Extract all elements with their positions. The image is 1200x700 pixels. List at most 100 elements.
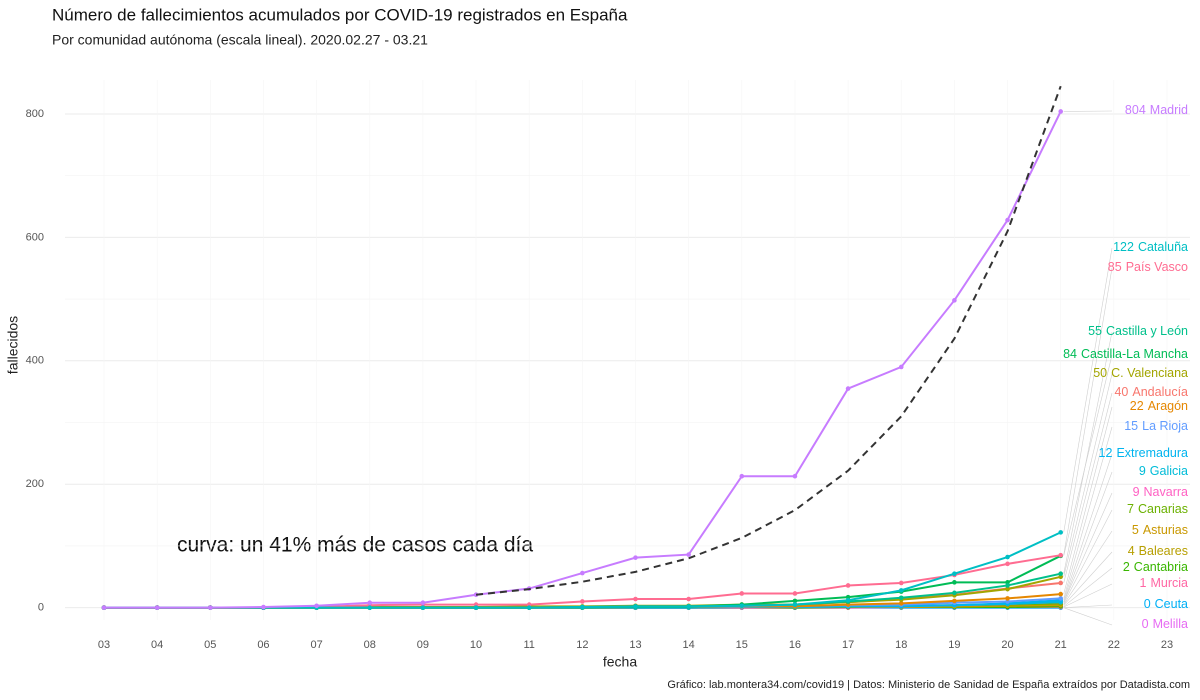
series-label-name: Asturias [1143, 523, 1188, 537]
chart-title: Número de fallecimientos acumulados por … [52, 5, 628, 24]
leader-line [1063, 267, 1113, 556]
data-point [739, 603, 745, 609]
series-label: 804 Madrid [1125, 103, 1188, 117]
data-point [686, 552, 691, 557]
leader-line [1063, 373, 1113, 577]
leader-line [1063, 567, 1113, 607]
data-point [1005, 583, 1010, 588]
series-label: 5 Asturias [1132, 523, 1188, 537]
data-point [261, 604, 266, 610]
series-label: 1 Murcia [1140, 576, 1189, 590]
data-point [1005, 586, 1010, 592]
data-point [845, 583, 851, 588]
data-point [686, 604, 691, 609]
series-label: 84 Castilla-La Mancha [1063, 347, 1188, 361]
series-label-value: 4 [1128, 544, 1135, 558]
data-point [739, 591, 745, 596]
leader-line [1063, 354, 1113, 556]
series-label: 55 Castilla y León [1088, 324, 1188, 338]
data-point [792, 602, 798, 607]
data-point [952, 590, 957, 596]
series-label-value: 0 [1144, 597, 1151, 611]
x-axis-label: fecha [603, 654, 637, 670]
data-point [208, 605, 213, 610]
series-label-value: 9 [1139, 464, 1146, 478]
trend-curve [475, 85, 1062, 596]
data-point [1058, 552, 1063, 558]
leader-line [1063, 583, 1113, 608]
series-label-value: 7 [1127, 502, 1134, 516]
data-point [1005, 554, 1010, 560]
leader-line [1063, 604, 1113, 608]
x-tick-label: 15 [736, 639, 748, 651]
data-point [1058, 591, 1063, 597]
data-point [952, 580, 957, 585]
series-label: 0 Melilla [1142, 617, 1188, 631]
series-label-name: Ceuta [1155, 597, 1188, 611]
series-label-value: 9 [1133, 485, 1140, 499]
data-point [420, 600, 426, 606]
series-label: 7 Canarias [1127, 502, 1188, 516]
series-label-name: Extremadura [1116, 446, 1188, 460]
data-point [952, 598, 957, 604]
data-point [686, 596, 691, 602]
x-tick-label: 12 [576, 639, 588, 651]
data-point [1058, 596, 1063, 601]
series-label-value: 5 [1132, 523, 1139, 537]
series-label: 15 La Rioja [1124, 419, 1188, 433]
data-point [580, 599, 585, 604]
series-label: 12 Extremadura [1099, 446, 1189, 460]
series-label-value: 22 [1130, 399, 1144, 413]
leader-line [1063, 607, 1113, 626]
x-tick-label: 20 [1001, 639, 1013, 651]
series-label-value: 40 [1114, 385, 1128, 399]
series-label-value: 50 [1093, 366, 1107, 380]
series-label-name: Baleares [1139, 544, 1188, 558]
x-tick-label: 18 [895, 639, 907, 651]
x-tick-label: 05 [204, 639, 216, 651]
data-point [898, 595, 904, 601]
series-label-name: País Vasco [1126, 260, 1188, 274]
series-label-name: C. Valenciana [1111, 366, 1188, 380]
chart-subtitle: Por comunidad autónoma (escala lineal). … [52, 32, 428, 48]
x-tick-label: 16 [789, 639, 801, 651]
series-label-name: Melilla [1153, 617, 1188, 631]
x-tick-label: 04 [151, 639, 163, 651]
data-point [952, 298, 957, 303]
series-label-name: Galicia [1150, 464, 1188, 478]
y-tick-label: 400 [26, 355, 44, 367]
series-label: 2 Cantabria [1123, 560, 1188, 574]
series-label-name: La Rioja [1142, 419, 1188, 433]
series-label-value: 12 [1099, 446, 1113, 460]
x-tick-label: 23 [1161, 639, 1173, 651]
x-tick-label: 14 [683, 639, 695, 651]
data-point [952, 571, 957, 577]
data-point [580, 570, 585, 576]
leader-line [1063, 453, 1113, 601]
series-label-name: Andalucía [1132, 385, 1188, 399]
data-point [739, 473, 745, 479]
series-label-name: Aragón [1148, 399, 1188, 413]
data-point [580, 604, 585, 610]
x-tick-label: 08 [364, 639, 376, 651]
leader-line [1063, 492, 1113, 603]
data-point [898, 601, 904, 606]
x-tick-label: 13 [629, 639, 641, 651]
x-tick-label: 21 [1055, 639, 1067, 651]
data-point [473, 605, 479, 610]
data-point [898, 588, 904, 593]
series-label: 22 Aragón [1130, 399, 1188, 413]
series-label: 50 C. Valenciana [1093, 366, 1188, 380]
x-tick-label: 22 [1108, 639, 1120, 651]
data-point [101, 605, 107, 610]
x-tick-label: 06 [257, 639, 269, 651]
leader-line [1063, 551, 1113, 606]
series-label: 122 Cataluña [1113, 240, 1188, 254]
series-label-name: Navarra [1144, 485, 1189, 499]
series-label-name: Cataluña [1138, 240, 1188, 254]
series-label-value: 1 [1140, 576, 1147, 590]
data-point [845, 597, 851, 603]
leader-line [1063, 426, 1113, 599]
data-point [792, 598, 798, 604]
data-point [792, 473, 798, 479]
